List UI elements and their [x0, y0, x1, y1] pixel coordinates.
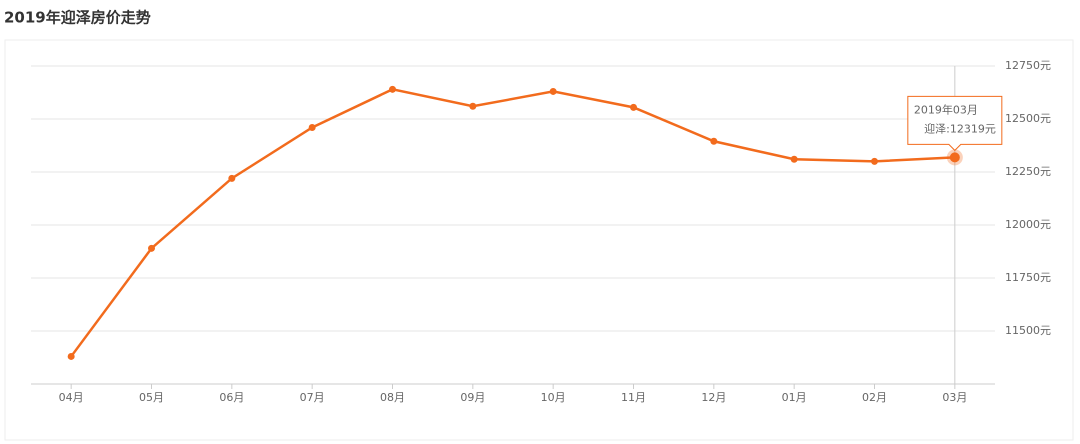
- point: [389, 85, 396, 93]
- x-tick-label: 05月: [139, 391, 164, 404]
- y-tick-label: 12250元: [1005, 165, 1051, 178]
- point: [790, 155, 798, 163]
- point: [949, 152, 960, 163]
- point: [710, 137, 718, 145]
- x-tick-label: 07月: [300, 391, 325, 404]
- point: [549, 87, 557, 95]
- x-tick-label: 04月: [59, 391, 84, 404]
- x-tick-label: 10月: [541, 391, 566, 404]
- point: [148, 244, 155, 252]
- x-tick-label: 06月: [219, 391, 244, 404]
- point: [308, 123, 316, 131]
- chart-frame: [4, 39, 1074, 441]
- y-tick-label: 11750元: [1005, 271, 1051, 284]
- y-tick-label: 11500元: [1005, 324, 1051, 337]
- line: [70, 88, 955, 358]
- point: [469, 102, 477, 110]
- point: [871, 157, 878, 165]
- point: [228, 174, 236, 182]
- tooltip-title: 2019年03月: [914, 102, 978, 116]
- y-tick-label: 12000元: [1005, 218, 1051, 231]
- x-tick-label: 02月: [862, 391, 887, 404]
- x-tick-label: 09月: [460, 391, 485, 404]
- point: [630, 103, 637, 111]
- x-tick-label: 11月: [621, 391, 646, 404]
- x-tick-label: 08月: [380, 391, 405, 404]
- chart-title: 2019年迎泽房价走势: [4, 9, 151, 27]
- x-tick-label: 01月: [782, 391, 807, 404]
- y-tick-label: 12500元: [1005, 112, 1051, 125]
- x-tick-label: 12月: [701, 391, 726, 404]
- y-tick-label: 12750元: [1005, 59, 1051, 72]
- tooltip-box: [907, 95, 1003, 152]
- x-tick-label: 03月: [942, 391, 967, 404]
- point: [67, 352, 75, 360]
- tooltip-label: 迎泽:12319元: [924, 122, 996, 135]
